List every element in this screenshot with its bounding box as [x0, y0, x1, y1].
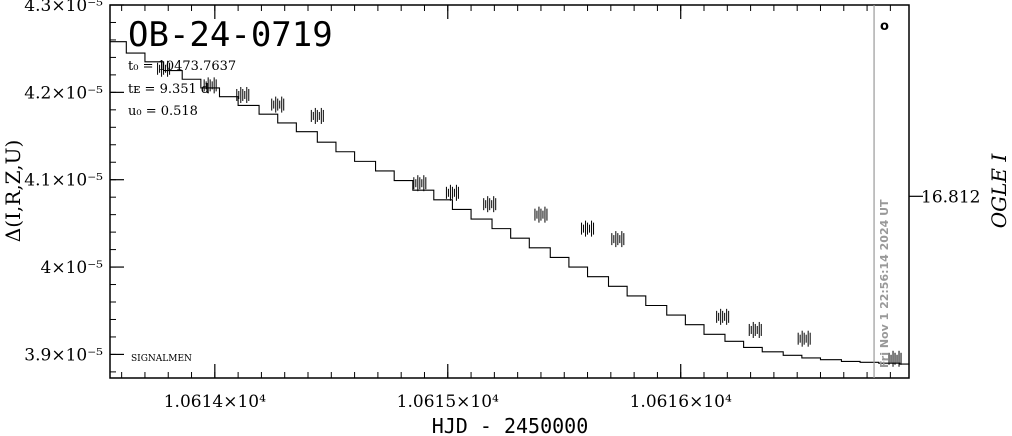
data-cluster	[413, 175, 427, 192]
x-tick-label: 1.0615×10⁴	[397, 392, 499, 412]
data-cluster	[203, 77, 217, 94]
param-u0: u₀ = 0.518	[128, 104, 198, 119]
data-cluster	[748, 321, 762, 338]
corner-mark: o	[880, 19, 889, 34]
plot-frame	[109, 4, 910, 379]
right-tick-label: 16.812	[921, 187, 980, 207]
series-layer	[110, 41, 910, 365]
x-tick-label: 1.0614×10⁴	[164, 392, 266, 412]
tick-label-layer: 1.0614×10⁴ 1.0615×10⁴ 1.0616×10⁴ 3.9×10⁻⁵ 4×…	[24, 0, 980, 412]
param-t0: t₀ = 10473.7637	[128, 59, 236, 74]
y-axis-label-right: OGLE I	[987, 153, 1011, 229]
data-cluster	[483, 196, 497, 213]
x-tick-label: 1.0616×10⁴	[630, 392, 732, 412]
y-tick-label: 4.2×10⁻⁵	[24, 83, 103, 103]
data-cluster-layer	[157, 60, 902, 367]
data-cluster	[310, 107, 324, 124]
y-tick-label: 4.1×10⁻⁵	[24, 171, 103, 191]
param-tE: tᴇ = 9.351 d	[128, 82, 209, 97]
y-axis-label: Δ(I,R,Z,U)	[1, 140, 25, 242]
data-cluster	[611, 231, 625, 248]
y-tick-label: 3.9×10⁻⁵	[24, 345, 103, 365]
model-light-curve	[110, 41, 910, 365]
data-cluster	[581, 220, 595, 237]
time-marker-label: Fri Nov 1 22:56:14 2024 UT	[878, 199, 891, 368]
y-tick-label: 4.3×10⁻⁵	[24, 0, 103, 16]
y-tick-label: 4×10⁻⁵	[41, 258, 104, 278]
x-axis-label: HJD - 2450000	[432, 414, 589, 436]
data-cluster	[271, 96, 285, 113]
data-cluster	[797, 330, 811, 347]
footnote-signalmen: SIGNALMEN	[131, 354, 192, 364]
axis-ticks	[110, 4, 923, 378]
data-cluster	[157, 60, 171, 77]
data-cluster	[716, 308, 730, 325]
data-cluster	[534, 206, 548, 223]
data-cluster	[236, 86, 250, 103]
chart-title: OB-24-0719	[128, 15, 333, 55]
data-cluster	[888, 350, 902, 367]
data-cluster	[445, 184, 459, 201]
